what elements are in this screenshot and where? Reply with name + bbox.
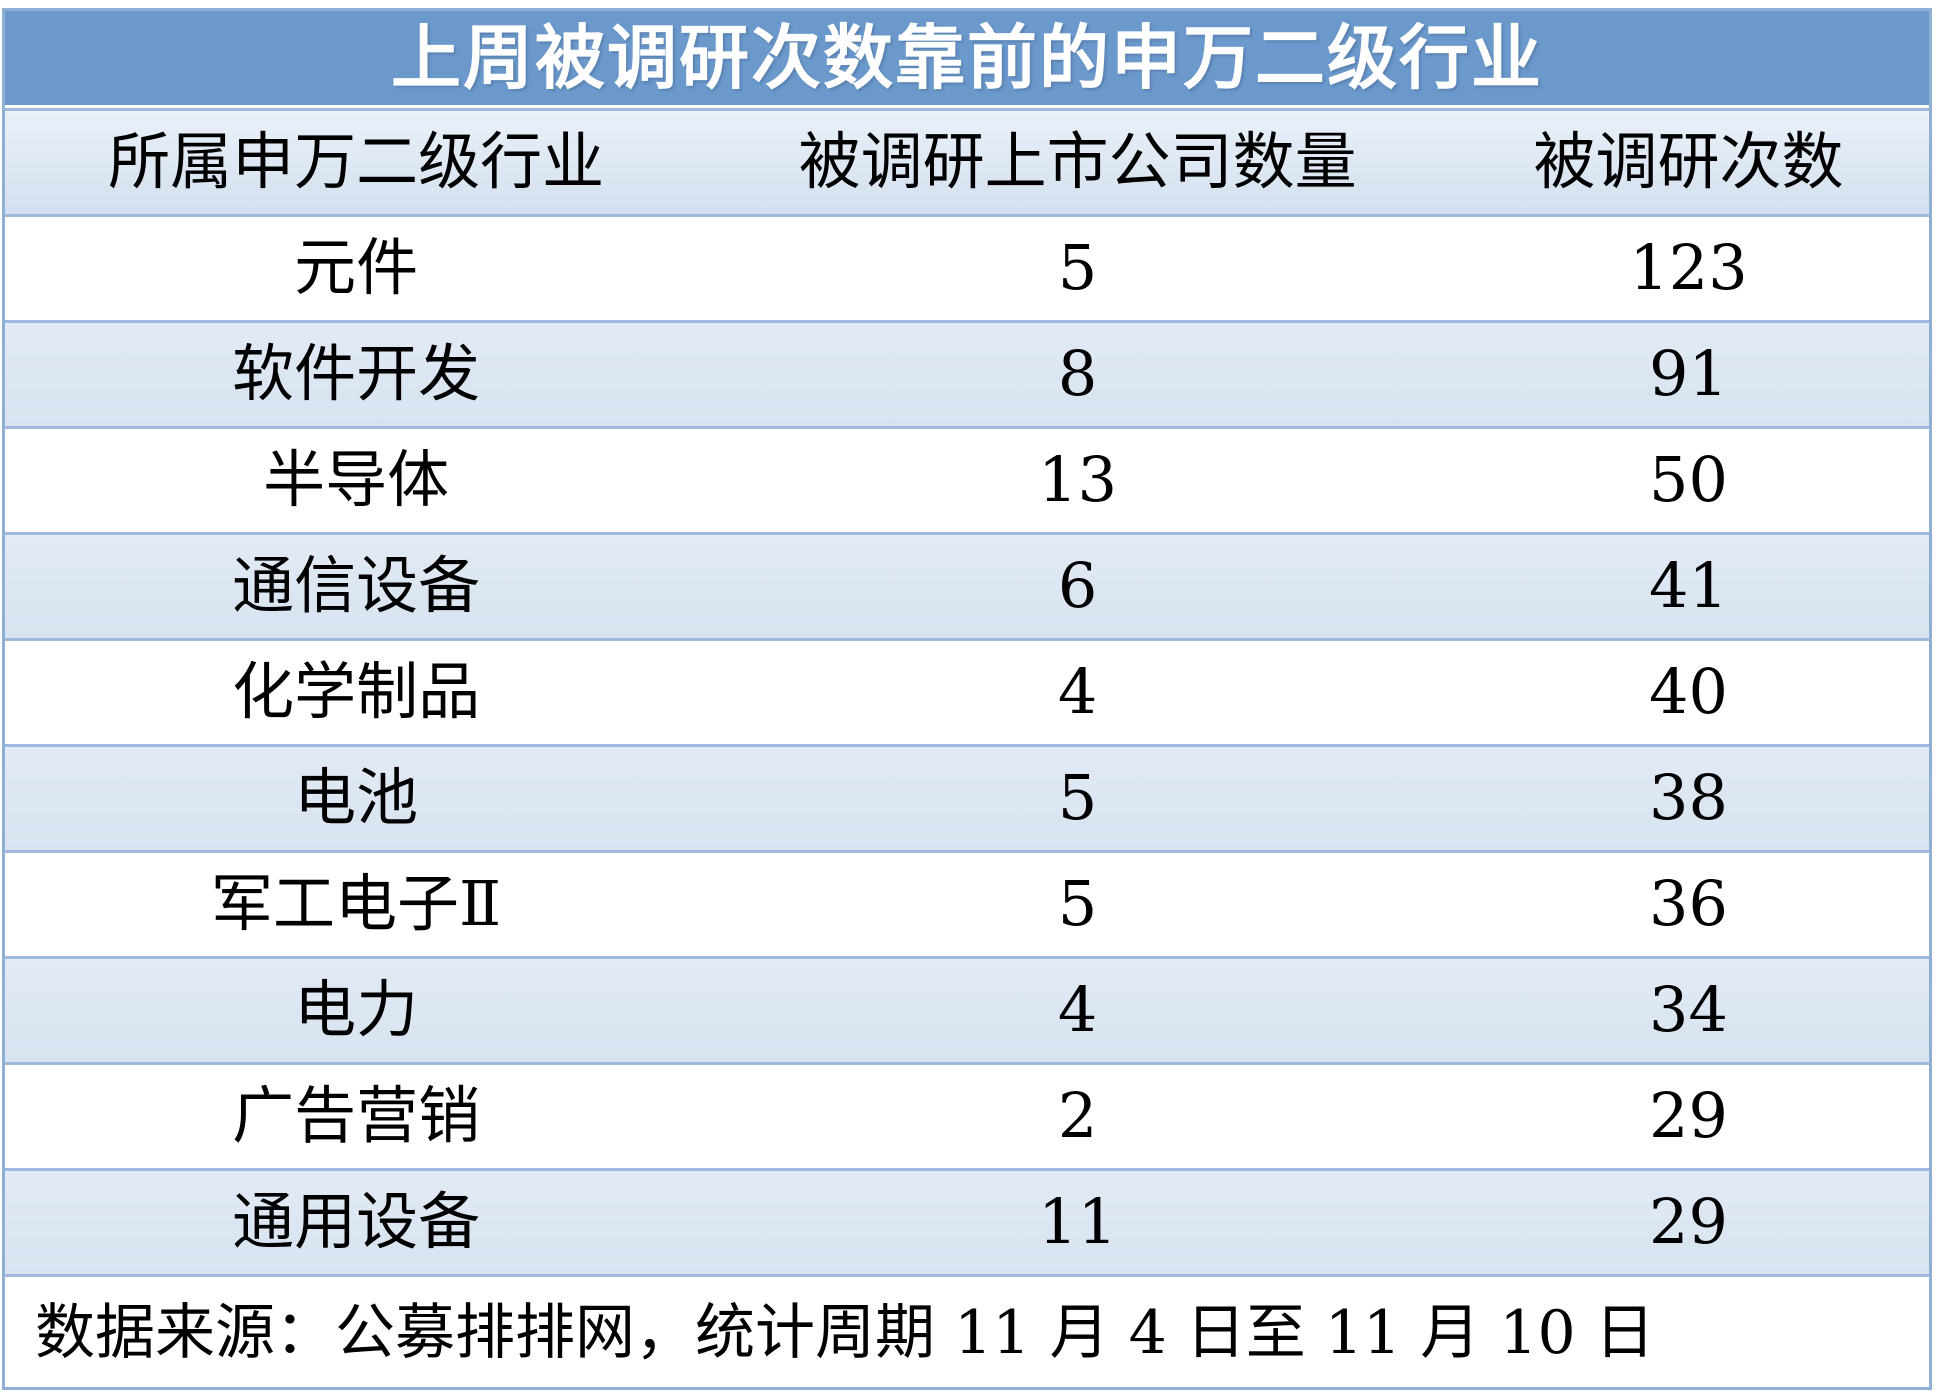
- companies-cell: 6: [1057, 549, 1098, 623]
- table-row: 电池 5 38: [5, 744, 1929, 850]
- times-cell: 34: [1649, 973, 1728, 1047]
- industry-cell: 广告营销: [232, 1079, 481, 1153]
- table-row: 通用设备 11 29: [5, 1168, 1929, 1274]
- table-row: 军工电子Ⅱ 5 36: [5, 850, 1929, 956]
- times-cell: 36: [1649, 867, 1728, 941]
- source-footer-row: 数据来源：公募排排网，统计周期 11 月 4 日至 11 月 10 日: [5, 1274, 1929, 1378]
- times-cell: 50: [1649, 443, 1728, 517]
- column-header-companies: 被调研上市公司数量: [798, 125, 1357, 199]
- table-row: 电力 4 34: [5, 956, 1929, 1062]
- source-note: 数据来源：公募排排网，统计周期 11 月 4 日至 11 月 10 日: [35, 1298, 1655, 1368]
- companies-cell: 11: [1038, 1185, 1118, 1259]
- industry-cell: 软件开发: [232, 337, 481, 411]
- industry-cell: 军工电子Ⅱ: [211, 867, 502, 941]
- companies-cell: 5: [1057, 867, 1098, 941]
- table-row: 化学制品 4 40: [5, 638, 1929, 744]
- times-cell: 38: [1649, 761, 1728, 835]
- table-row: 软件开发 8 91: [5, 320, 1929, 426]
- times-cell: 123: [1629, 231, 1748, 305]
- industry-cell: 电池: [294, 761, 419, 835]
- table-row: 通信设备 6 41: [5, 532, 1929, 638]
- industry-cell: 半导体: [263, 443, 450, 517]
- column-header-times: 被调研次数: [1533, 125, 1844, 199]
- industry-cell: 元件: [294, 231, 419, 305]
- table-row: 元件 5 123: [5, 214, 1929, 320]
- companies-cell: 4: [1057, 973, 1098, 1047]
- table-row: 半导体 13 50: [5, 426, 1929, 532]
- times-cell: 40: [1649, 655, 1728, 729]
- column-header-row: 所属申万二级行业 被调研上市公司数量 被调研次数: [5, 108, 1929, 214]
- industry-cell: 电力: [294, 973, 419, 1047]
- times-cell: 29: [1649, 1185, 1728, 1259]
- times-cell: 29: [1649, 1079, 1728, 1153]
- companies-cell: 8: [1057, 337, 1098, 411]
- table-row: 广告营销 2 29: [5, 1062, 1929, 1168]
- industry-cell: 通信设备: [232, 549, 481, 623]
- companies-cell: 5: [1057, 231, 1098, 305]
- companies-cell: 13: [1038, 443, 1118, 517]
- industry-cell: 通用设备: [232, 1185, 481, 1259]
- industry-survey-table: 上周被调研次数靠前的申万二级行业 所属申万二级行业 被调研上市公司数量 被调研次…: [2, 8, 1932, 1390]
- companies-cell: 2: [1057, 1079, 1098, 1153]
- companies-cell: 5: [1057, 761, 1098, 835]
- table-title: 上周被调研次数靠前的申万二级行业: [391, 16, 1543, 99]
- times-cell: 91: [1649, 337, 1728, 411]
- table-title-bar: 上周被调研次数靠前的申万二级行业: [5, 11, 1929, 108]
- companies-cell: 4: [1057, 655, 1098, 729]
- times-cell: 41: [1649, 549, 1728, 623]
- column-header-industry: 所属申万二级行业: [108, 125, 605, 199]
- industry-cell: 化学制品: [232, 655, 481, 729]
